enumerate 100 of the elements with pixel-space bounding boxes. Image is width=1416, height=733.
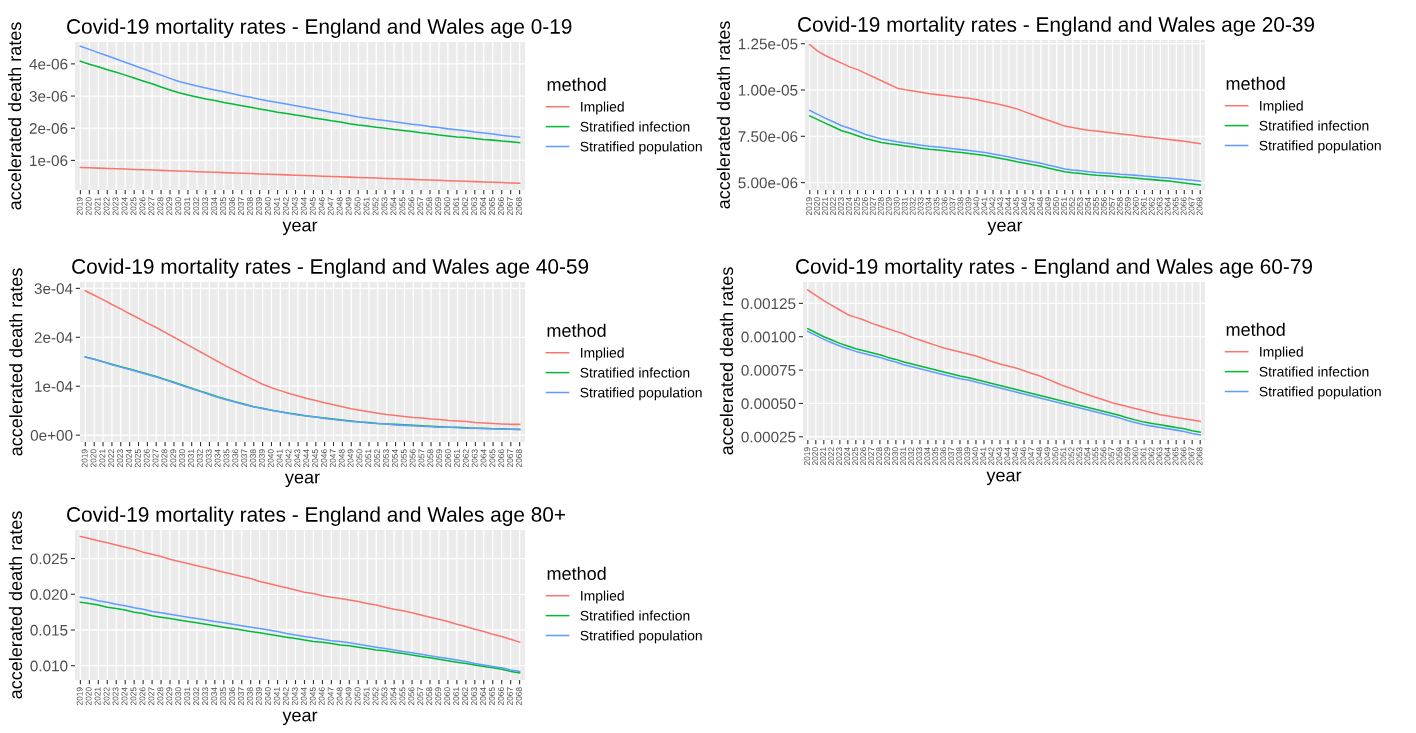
x-tick-label: 2019 bbox=[806, 197, 813, 216]
x-tick-label: 2055 bbox=[400, 449, 407, 468]
x-tick-label: 2051 bbox=[1061, 197, 1067, 216]
legend-title: method bbox=[547, 77, 606, 92]
x-tick-label: 2036 bbox=[232, 449, 239, 468]
legend-label: Stratified infection bbox=[580, 367, 690, 378]
x-tick-label: 2024 bbox=[125, 449, 132, 468]
x-tick-label: 2024 bbox=[844, 447, 851, 466]
x-tick-label: 2032 bbox=[193, 687, 200, 706]
y-tick-label: 2e-06 bbox=[29, 123, 68, 134]
x-tick-label: 2036 bbox=[941, 197, 948, 216]
x-tick-label: 2041 bbox=[273, 197, 280, 216]
x-tick-label: 2024 bbox=[121, 197, 128, 216]
x-tick-label: 2040 bbox=[264, 687, 271, 706]
x-tick-label: 2060 bbox=[444, 687, 451, 706]
x-tick-label: 2031 bbox=[188, 449, 194, 468]
x-tick-label: 2043 bbox=[291, 197, 298, 216]
x-tick-label: 2051 bbox=[1060, 447, 1067, 466]
x-tick-label: 2059 bbox=[435, 197, 442, 216]
x-tick-label: 2024 bbox=[121, 687, 128, 706]
x-tick-label: 2054 bbox=[1085, 197, 1091, 216]
x-tick-label: 2048 bbox=[1037, 197, 1044, 216]
x-tick-label: 2032 bbox=[196, 449, 203, 468]
x-tick-label: 2060 bbox=[445, 449, 451, 468]
x-tick-label: 2050 bbox=[1052, 447, 1059, 466]
x-tick-label: 2059 bbox=[1124, 197, 1131, 216]
x-tick-label: 2061 bbox=[453, 197, 460, 216]
x-tick-label: 2021 bbox=[94, 197, 101, 216]
x-tick-label: 2065 bbox=[1172, 197, 1179, 216]
x-tick-label: 2068 bbox=[1196, 447, 1203, 466]
x-tick-label: 2044 bbox=[303, 449, 310, 468]
x-tick-label: 2051 bbox=[365, 449, 372, 468]
y-tick-label: 5.00e-06 bbox=[738, 177, 798, 189]
x-tick-label: 2051 bbox=[363, 197, 370, 216]
x-tick-label: 2063 bbox=[471, 197, 478, 216]
x-tick-label: 2039 bbox=[256, 687, 262, 706]
legend-label: Stratified population bbox=[580, 141, 702, 155]
y-axis-title: accelerated death rates bbox=[719, 267, 734, 455]
x-tick-label: 2058 bbox=[427, 449, 434, 468]
line-series bbox=[84, 356, 521, 431]
x-tick-label: 2063 bbox=[471, 449, 478, 468]
chart-title: Covid-19 mortality rates - England and Wales age 40-59 bbox=[72, 258, 589, 278]
x-tick-label: 2019 bbox=[76, 687, 83, 706]
x-tick-label: 2067 bbox=[1188, 447, 1195, 466]
x-tick-label: 2028 bbox=[157, 687, 164, 706]
x-tick-label: 2057 bbox=[1108, 447, 1115, 466]
x-tick-label: 2052 bbox=[372, 197, 379, 216]
x-tick-label: 2057 bbox=[417, 197, 424, 216]
x-tick-label: 2039 bbox=[258, 449, 265, 468]
x-tick-label: 2022 bbox=[103, 687, 110, 706]
x-tick-label: 2064 bbox=[1164, 197, 1171, 216]
y-tick-label: 1e-06 bbox=[30, 155, 68, 167]
line-series bbox=[79, 535, 521, 643]
x-tick-label: 2062 bbox=[462, 449, 469, 468]
x-tick-label: 2023 bbox=[112, 687, 119, 706]
y-tick-label: 0.00075 bbox=[741, 364, 796, 376]
y-tick-label: 4e-06 bbox=[29, 58, 68, 70]
x-tick-label: 2035 bbox=[220, 687, 227, 706]
x-tick-label: 2056 bbox=[408, 197, 415, 216]
x-tick-label: 2035 bbox=[220, 197, 227, 216]
legend-title: method bbox=[1226, 322, 1285, 337]
x-tick-label: 2033 bbox=[205, 449, 212, 468]
x-tick-label: 2029 bbox=[166, 687, 173, 706]
x-tick-label: 2028 bbox=[876, 447, 883, 466]
x-tick-label: 2024 bbox=[845, 197, 852, 216]
x-tick-label: 2052 bbox=[1069, 197, 1075, 216]
line-series bbox=[79, 166, 521, 185]
x-tick-label: 2054 bbox=[390, 197, 397, 216]
x-tick-label: 2049 bbox=[345, 687, 352, 706]
x-tick-label: 2027 bbox=[148, 687, 155, 706]
x-tick-label: 2038 bbox=[247, 197, 253, 216]
x-tick-label: 2029 bbox=[885, 197, 892, 216]
x-tick-label: 2020 bbox=[90, 449, 97, 468]
x-tick-label: 2031 bbox=[900, 447, 907, 466]
x-tick-label: 2033 bbox=[202, 197, 209, 216]
x-axis-title: year bbox=[282, 711, 318, 726]
x-tick-label: 2045 bbox=[1013, 197, 1020, 216]
x-tick-label: 2033 bbox=[916, 447, 923, 466]
x-tick-label: 2066 bbox=[498, 449, 505, 468]
x-tick-label: 2051 bbox=[363, 687, 370, 706]
x-tick-label: 2031 bbox=[901, 197, 908, 216]
x-tick-label: 2047 bbox=[1029, 197, 1036, 216]
x-tick-label: 2043 bbox=[996, 447, 1003, 466]
x-tick-label: 2033 bbox=[202, 687, 209, 706]
x-tick-label: 2066 bbox=[1180, 447, 1187, 466]
x-tick-label: 2028 bbox=[877, 197, 884, 216]
x-tick-label: 2052 bbox=[372, 687, 379, 706]
x-tick-label: 2044 bbox=[1005, 197, 1012, 216]
legend-label: Stratified infection bbox=[1259, 120, 1369, 131]
x-tick-label: 2067 bbox=[506, 197, 513, 216]
x-tick-label: 2019 bbox=[81, 449, 88, 468]
x-tick-label: 2025 bbox=[130, 687, 137, 706]
x-tick-label: 2068 bbox=[515, 197, 522, 216]
x-tick-label: 2058 bbox=[426, 687, 433, 706]
x-tick-label: 2029 bbox=[884, 447, 891, 466]
x-tick-label: 2038 bbox=[250, 449, 256, 468]
x-tick-label: 2025 bbox=[130, 197, 137, 216]
x-tick-label: 2030 bbox=[892, 447, 899, 466]
x-tick-label: 2068 bbox=[515, 687, 522, 706]
x-tick-label: 2019 bbox=[76, 197, 83, 216]
